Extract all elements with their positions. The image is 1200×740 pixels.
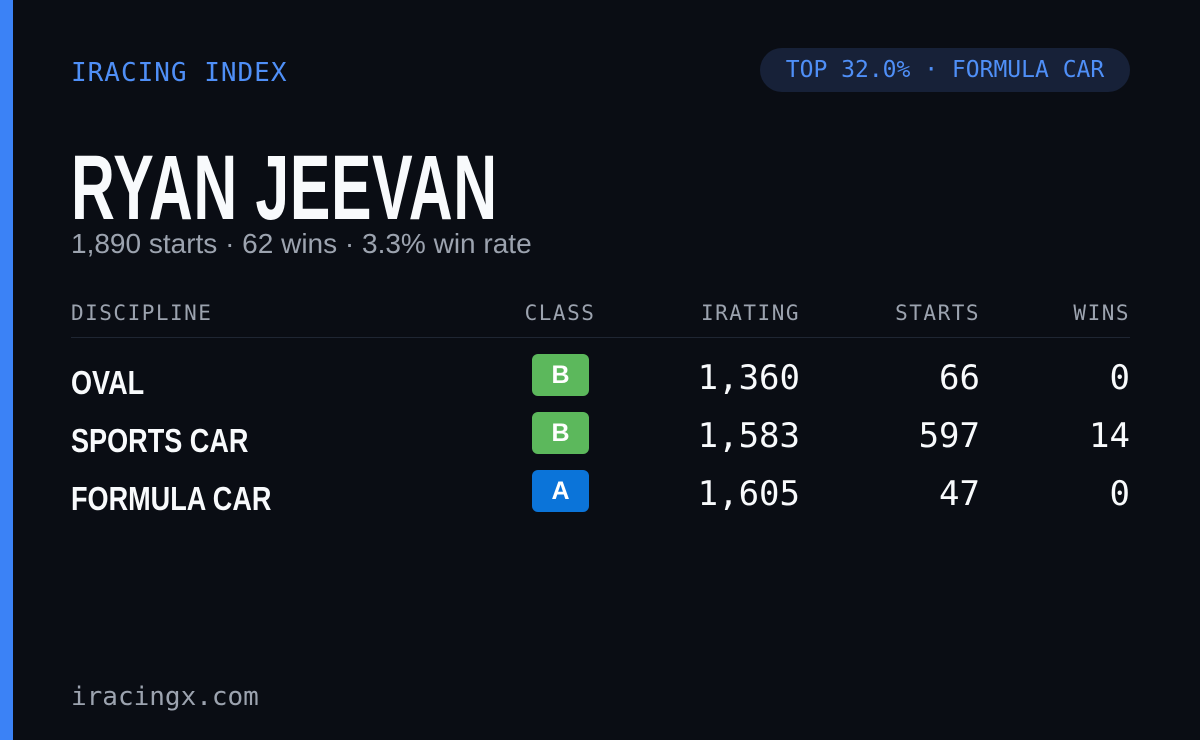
starts: 66 bbox=[939, 358, 980, 398]
accent-bar bbox=[0, 0, 13, 740]
class-badge: B bbox=[532, 354, 589, 396]
driver-summary: 1,890 starts · 62 wins · 3.3% win rate bbox=[71, 228, 532, 259]
starts: 47 bbox=[939, 474, 980, 514]
wins: 0 bbox=[1109, 474, 1130, 514]
column-header: DISCIPLINE bbox=[71, 301, 213, 325]
site-url: iracingx.com bbox=[71, 682, 259, 712]
discipline: SPORTS CAR bbox=[71, 422, 249, 459]
column-header: CLASS bbox=[524, 301, 596, 325]
irating: 1,360 bbox=[697, 358, 800, 398]
column-header: STARTS bbox=[895, 301, 980, 325]
wins: 14 bbox=[1089, 416, 1130, 456]
brand: IRACING INDEX bbox=[71, 58, 288, 88]
rank-badge: TOP 32.0% · FORMULA CAR bbox=[760, 48, 1130, 92]
column-header: IRATING bbox=[700, 301, 800, 325]
header-rule bbox=[71, 337, 1130, 338]
wins: 0 bbox=[1109, 358, 1130, 398]
column-header: WINS bbox=[1073, 301, 1130, 325]
class-badge: B bbox=[532, 412, 589, 454]
driver-name: RYAN JEEVAN bbox=[71, 137, 498, 239]
starts: 597 bbox=[918, 416, 980, 456]
irating: 1,605 bbox=[697, 474, 800, 514]
discipline: OVAL bbox=[71, 364, 145, 401]
discipline: FORMULA CAR bbox=[71, 480, 272, 517]
class-badge: A bbox=[532, 470, 589, 512]
irating: 1,583 bbox=[697, 416, 800, 456]
